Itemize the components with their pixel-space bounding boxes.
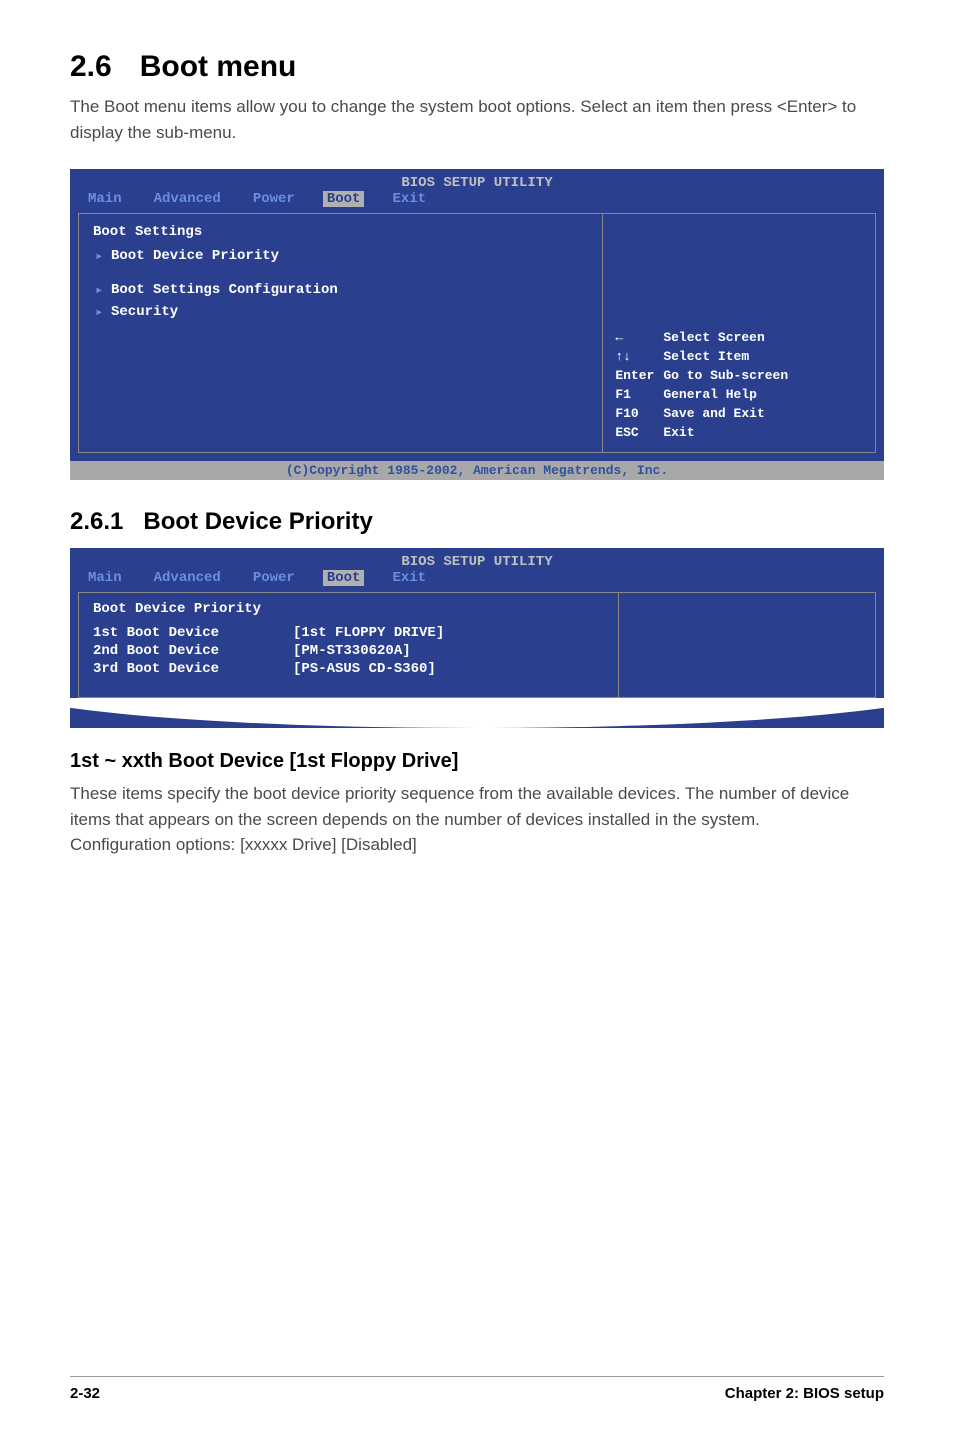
setting-heading: 1st ~ xxth Boot Device [1st Floppy Drive… (70, 750, 884, 773)
help-text-general-help: General Help (663, 387, 757, 402)
bios-tab-main: Main (84, 191, 126, 207)
page-number: 2-32 (70, 1385, 100, 1402)
bios-title-2: BIOS SETUP UTILITY (70, 548, 884, 570)
bios2-tab-exit: Exit (388, 570, 430, 586)
bios-screenshot-boot-settings: BIOS SETUP UTILITY Main Advanced Power B… (70, 169, 884, 480)
section-number: 2.6 (70, 50, 112, 84)
subsection-number: 2.6.1 (70, 508, 123, 536)
bios2-main-panel: Boot Device Priority 1st Boot Device[1st… (78, 592, 619, 698)
bios-screenshot-boot-priority: BIOS SETUP UTILITY Main Advanced Power B… (70, 548, 884, 728)
help-text-exit: Exit (663, 425, 694, 440)
help-key-ud: ↑↓ (615, 349, 663, 364)
help-text-select-screen: Select Screen (663, 330, 764, 345)
row-1st-label: 1st Boot Device (93, 625, 293, 641)
section-title-text: Boot menu (140, 50, 297, 83)
bios2-help-panel (619, 592, 876, 698)
help-text-save-exit: Save and Exit (663, 406, 764, 421)
help-key-f1: F1 (615, 387, 663, 402)
section-heading: 2.6 Boot menu (70, 50, 884, 84)
page-footer: 2-32 Chapter 2: BIOS setup (70, 1376, 884, 1402)
help-key-esc: ESC (615, 425, 663, 440)
bios-tabs-2: Main Advanced Power Boot Exit (70, 570, 884, 592)
bios-item-boot-device-priority: Boot Device Priority (111, 248, 588, 264)
help-text-subscreen: Go to Sub-screen (663, 368, 788, 383)
setting-description: These items specify the boot device prio… (70, 781, 884, 832)
bios-title: BIOS SETUP UTILITY (70, 169, 884, 191)
bios2-header: Boot Device Priority (93, 601, 604, 617)
bios-tab-advanced: Advanced (150, 191, 225, 207)
bios-tabs: Main Advanced Power Boot Exit (70, 191, 884, 213)
subsection-title-text: Boot Device Priority (143, 508, 372, 535)
bios-tab-exit: Exit (388, 191, 430, 207)
help-key-enter: Enter (615, 368, 663, 383)
bios2-tab-main: Main (84, 570, 126, 586)
bios-section-header: Boot Settings (93, 224, 588, 240)
bios-copyright: (C)Copyright 1985-2002, American Megatre… (70, 461, 884, 480)
page-curl-decoration (70, 698, 884, 728)
setting-config-options: Configuration options: [xxxxx Drive] [Di… (70, 832, 884, 858)
bios2-tab-advanced: Advanced (150, 570, 225, 586)
bios-item-boot-settings-config: Boot Settings Configuration (111, 282, 588, 298)
bios2-tab-power: Power (249, 570, 299, 586)
row-3rd-value: [PS-ASUS CD-S360] (293, 661, 436, 677)
help-key-lr: ← (615, 330, 663, 345)
help-key-f10: F10 (615, 406, 663, 421)
subsection-heading: 2.6.1 Boot Device Priority (70, 508, 884, 536)
chapter-label: Chapter 2: BIOS setup (725, 1385, 884, 1402)
help-text-select-item: Select Item (663, 349, 749, 364)
bios-tab-boot: Boot (323, 191, 365, 207)
row-1st-value: [1st FLOPPY DRIVE] (293, 625, 444, 641)
bios-main-panel: Boot Settings Boot Device Priority Boot … (78, 213, 603, 453)
bios-tab-power: Power (249, 191, 299, 207)
bios-help-panel: ←Select Screen ↑↓Select Item EnterGo to … (603, 213, 876, 453)
intro-paragraph: The Boot menu items allow you to change … (70, 94, 884, 145)
row-3rd-label: 3rd Boot Device (93, 661, 293, 677)
bios-item-security: Security (111, 304, 588, 320)
bios2-tab-boot: Boot (323, 570, 365, 586)
row-2nd-value: [PM-ST330620A] (293, 643, 411, 659)
row-2nd-label: 2nd Boot Device (93, 643, 293, 659)
